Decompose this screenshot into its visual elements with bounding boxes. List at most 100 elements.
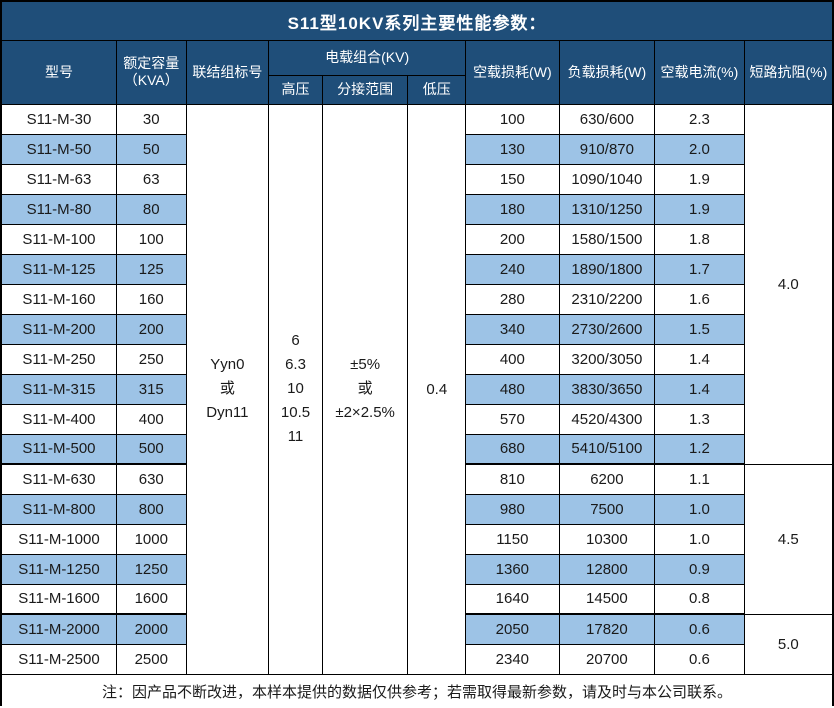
model-cell: S11-M-1250 [1,553,117,585]
tap-range-line: ±2×2.5% [335,404,395,422]
table-row: S11-M-80 80 180 1310/1250 1.9 [1,193,832,225]
table-row: S11-M-315 315 480 3830/3650 1.4 [1,373,832,405]
col-header-capacity-line1: 额定容量 [123,54,180,71]
load-loss-cell: 5410/5100 [558,433,656,465]
no-load-current-cell: 1.2 [654,433,745,465]
capacity-cell: 160 [115,283,187,315]
spec-table: 型号 额定容量 （KVA） 联结组标号 电载组合(KV) 空载损耗(W) 负载损… [1,40,833,675]
no-load-loss-cell: 240 [465,253,560,285]
table-row: S11-M-200 200 340 2730/2600 1.5 [1,313,832,345]
no-load-current-cell: 1.7 [654,253,745,285]
header-row-main: 型号 额定容量 （KVA） 联结组标号 电载组合(KV) 空载损耗(W) 负载损… [1,40,833,105]
table-row: S11-M-2500 2500 2340 20700 0.6 [1,643,832,675]
col-header-lv: 低压 [407,74,467,105]
load-loss-cell: 630/600 [558,103,656,135]
vector-group-cell: Yyn0 或 Dyn11 [185,103,270,675]
model-cell: S11-M-2500 [1,643,117,675]
table-row: S11-M-100 100 200 1580/1500 1.8 [1,223,832,255]
table-row: S11-M-1250 1250 1360 12800 0.9 [1,553,832,585]
model-cell: S11-M-80 [1,193,117,225]
no-load-current-cell: 0.6 [654,613,745,645]
no-load-current-cell: 1.0 [654,523,745,555]
load-loss-cell: 1580/1500 [558,223,656,255]
capacity-cell: 63 [115,163,187,195]
load-loss-cell: 1890/1800 [558,253,656,285]
no-load-loss-cell: 570 [465,403,560,435]
vector-group-line: Yyn0 [210,356,245,374]
load-loss-cell: 12800 [558,553,656,585]
impedance-cell: 4.5 [743,463,833,615]
lv-value-cell: 0.4 [407,103,467,675]
table-row: S11-M-1000 1000 1150 10300 1.0 [1,523,832,555]
no-load-current-cell: 0.8 [654,583,745,615]
load-loss-cell: 2730/2600 [558,313,656,345]
table-row: S11-M-800 800 980 7500 1.0 [1,493,832,525]
vector-group-line: 或 [219,380,235,398]
no-load-loss-cell: 2050 [465,613,560,645]
model-cell: S11-M-2000 [1,613,117,645]
no-load-loss-cell: 1360 [465,553,560,585]
model-cell: S11-M-400 [1,403,117,435]
vector-group-line: Dyn11 [206,404,249,422]
capacity-cell: 80 [115,193,187,225]
no-load-loss-cell: 980 [465,493,560,525]
no-load-loss-cell: 680 [465,433,560,465]
capacity-cell: 200 [115,313,187,345]
col-header-voltage-combo: 电载组合(KV) [268,40,467,76]
table-row: S11-M-500 500 680 5410/5100 1.2 [1,433,832,465]
capacity-cell: 630 [115,463,187,495]
capacity-cell: 315 [115,373,187,405]
col-header-no-load-current: 空载电流(%) [654,40,745,105]
no-load-loss-cell: 340 [465,313,560,345]
capacity-cell: 30 [115,103,187,135]
col-header-no-load-loss: 空载损耗(W) [465,40,560,105]
sheet-title: S11型10KV系列主要性能参数： [2,2,832,41]
no-load-loss-cell: 150 [465,163,560,195]
hv-value-line: 10.5 [280,404,311,422]
impedance-cell: 5.0 [743,613,833,675]
table-row: S11-M-2000 2000 2050 17820 0.6 5.0 [1,613,833,675]
no-load-current-cell: 0.9 [654,553,745,585]
col-header-tap-range: 分接范围 [321,74,409,105]
capacity-cell: 250 [115,343,187,375]
table-row: S11-M-400 400 570 4520/4300 1.3 [1,403,832,435]
load-loss-cell: 7500 [558,493,656,525]
hv-values-cell: 6 6.3 10 10.5 11 [268,103,323,675]
col-header-impedance: 短路抗阻(%) [743,40,833,105]
model-cell: S11-M-63 [1,163,117,195]
model-cell: S11-M-1600 [1,583,117,615]
no-load-current-cell: 1.0 [654,493,745,525]
capacity-cell: 800 [115,493,187,525]
load-loss-cell: 4520/4300 [558,403,656,435]
model-cell: S11-M-630 [1,463,117,495]
capacity-cell: 100 [115,223,187,255]
model-cell: S11-M-800 [1,493,117,525]
col-header-capacity: 额定容量 （KVA） [115,40,187,105]
model-cell: S11-M-125 [1,253,117,285]
no-load-current-cell: 2.0 [654,133,745,165]
table-row: S11-M-63 63 150 1090/1040 1.9 [1,163,832,195]
no-load-loss-cell: 400 [465,343,560,375]
capacity-cell: 400 [115,403,187,435]
no-load-current-cell: 1.9 [654,163,745,195]
load-loss-cell: 6200 [558,463,656,495]
table-row: S11-M-160 160 280 2310/2200 1.6 [1,283,832,315]
no-load-loss-cell: 280 [465,283,560,315]
load-loss-cell: 17820 [558,613,656,645]
load-loss-cell: 10300 [558,523,656,555]
hv-value-line: 6.3 [285,356,306,374]
table-row: S11-M-630 630 810 6200 1.1 4.5 [1,463,833,615]
no-load-current-cell: 1.4 [654,373,745,405]
no-load-loss-cell: 1150 [465,523,560,555]
model-cell: S11-M-500 [1,433,117,465]
capacity-cell: 50 [115,133,187,165]
tap-range-line: 或 [357,380,373,398]
capacity-cell: 500 [115,433,187,465]
capacity-cell: 1600 [115,583,187,615]
capacity-cell: 2000 [115,613,187,645]
footnote: 注：因产品不断改进，本样本提供的数据仅供参考；若需取得最新参数，请及时与本公司联… [2,674,832,708]
capacity-cell: 2500 [115,643,187,675]
table-row: S11-M-125 125 240 1890/1800 1.7 [1,253,832,285]
model-cell: S11-M-30 [1,103,117,135]
